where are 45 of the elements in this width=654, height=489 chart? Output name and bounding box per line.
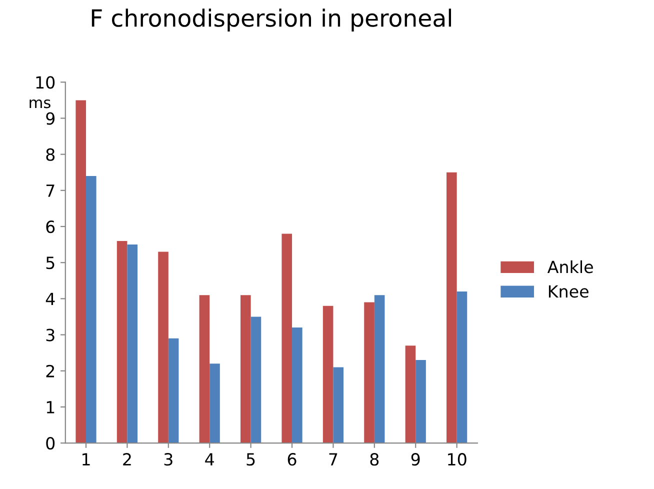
x-tick-label: 5 [246, 453, 255, 466]
x-tick-label: 1 [82, 453, 90, 466]
bar [333, 367, 344, 444]
bar [240, 295, 251, 444]
y-tick-label: 0 [46, 436, 55, 450]
x-tick-label: 6 [288, 453, 296, 466]
y-tick-label: 7 [46, 184, 54, 197]
y-tick-label: 8 [46, 148, 55, 161]
bar [292, 328, 302, 444]
x-tick-label: 2 [123, 453, 131, 466]
y-axis-title: ms [30, 99, 50, 108]
bar [282, 234, 292, 444]
x-tick-label: 3 [164, 453, 172, 466]
x-tick-label: 7 [329, 453, 338, 466]
x-tick-label: 10 [448, 453, 466, 466]
bar [210, 364, 220, 444]
y-tick-label: 1 [46, 401, 54, 414]
bar [76, 100, 86, 444]
bar [374, 295, 385, 444]
y-tick-label: 3 [46, 328, 54, 342]
bar [127, 244, 138, 444]
bar [405, 346, 416, 444]
y-tick-label: 2 [46, 364, 54, 378]
x-tick-label: 9 [411, 453, 420, 466]
x-tick-label: 4 [205, 453, 214, 466]
y-tick-label: 4 [46, 292, 55, 306]
bar [158, 252, 168, 444]
bar [322, 306, 334, 444]
bar [446, 172, 457, 444]
y-tick-label: 9 [46, 112, 55, 125]
bar [116, 240, 128, 444]
legend-label: Ankle [547, 260, 593, 274]
legend-label: Knee [548, 285, 588, 298]
bar [364, 302, 374, 444]
bar [456, 291, 468, 444]
bar [250, 316, 262, 444]
bar [416, 360, 426, 444]
chart-title: F chronodispersion in peroneal [92, 8, 451, 32]
bar [168, 338, 179, 444]
x-tick-label: 8 [370, 453, 379, 466]
y-tick-label: 6 [46, 220, 55, 234]
bar [199, 295, 210, 444]
y-tick-label: 10 [36, 76, 55, 89]
y-tick-label: 5 [46, 256, 54, 270]
bar [86, 176, 96, 444]
